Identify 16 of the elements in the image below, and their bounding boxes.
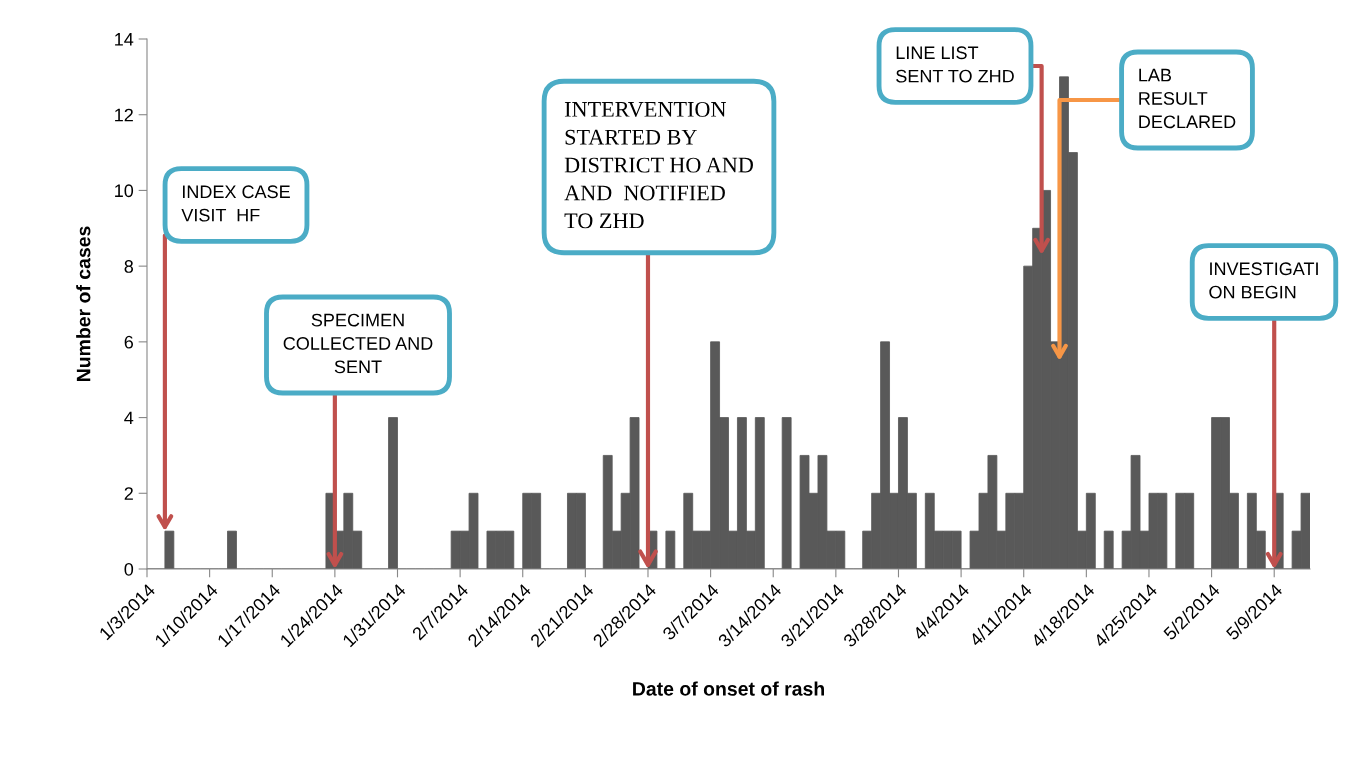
y-tick-label: 8 xyxy=(124,260,134,273)
y-tick-label: 12 xyxy=(115,108,133,122)
annotation: SPECIMEN COLLECTED AND SENT xyxy=(283,313,433,374)
annotation: INTERVENTION STARTED BY DISTRICT HO AND AND NOTIFIED TO ZHD xyxy=(564,101,753,229)
annotation: INDEX CASE VISIT HF xyxy=(181,185,290,222)
annotation: INVESTIGATI ON BEGIN xyxy=(1209,262,1318,299)
y-tick-label: 14 xyxy=(115,33,134,46)
annotation: LAB RESULT DECLARED xyxy=(1139,68,1236,129)
y-tick-label: 2 xyxy=(124,487,133,500)
annotation: LINE LIST SENT TO ZHD xyxy=(896,46,1014,83)
x-axis-title: Date of onset of rash xyxy=(633,681,824,696)
y-axis-title: Number of cases xyxy=(76,226,91,382)
y-tick-label: 10 xyxy=(115,184,134,198)
y-tick-label: 4 xyxy=(124,411,134,425)
y-tick-label: 6 xyxy=(124,335,134,349)
y-tick-label: 0 xyxy=(124,562,134,576)
